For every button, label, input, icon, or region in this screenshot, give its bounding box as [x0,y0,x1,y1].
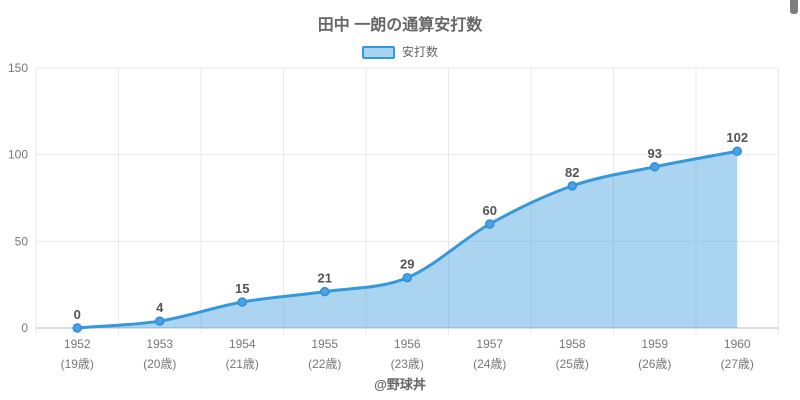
data-point [155,316,165,326]
data-point [650,162,660,172]
svg-text:1953: 1953 [146,337,173,351]
svg-text:0: 0 [21,321,28,335]
svg-text:(23歳): (23歳) [391,357,424,371]
data-labels: 0 4 15 21 29 60 82 93 102 [74,130,748,322]
svg-text:150: 150 [8,61,28,75]
svg-text:(22歳): (22歳) [308,357,341,371]
svg-text:82: 82 [565,165,579,180]
legend-item-hits[interactable]: 安打数 [361,45,438,59]
data-point [732,146,742,156]
data-point [72,323,82,333]
y-axis-labels: 0 50 100 150 [8,61,28,335]
svg-text:(20歳): (20歳) [143,357,176,371]
svg-text:1955: 1955 [311,337,338,351]
data-point [402,272,412,283]
svg-text:(25歳): (25歳) [556,357,589,371]
svg-text:102: 102 [726,130,748,145]
svg-text:1958: 1958 [559,337,586,351]
x-gridlines [35,68,779,334]
svg-text:93: 93 [648,146,662,161]
svg-text:60: 60 [483,203,497,218]
svg-text:1959: 1959 [641,337,668,351]
svg-text:1952: 1952 [64,337,91,351]
svg-text:29: 29 [400,257,414,272]
svg-text:50: 50 [15,234,29,248]
svg-text:15: 15 [235,281,249,296]
data-points[interactable] [72,146,742,333]
svg-text:1960: 1960 [724,337,751,351]
data-point [567,181,577,191]
svg-text:(26歳): (26歳) [638,357,671,371]
legend: 安打数 [0,46,800,59]
legend-swatch [361,46,395,59]
svg-text:(27歳): (27歳) [721,357,754,371]
y-gridlines [36,67,779,329]
watermark: @野球丼 [374,377,426,392]
svg-text:100: 100 [8,148,28,162]
svg-text:1957: 1957 [476,337,503,351]
svg-text:4: 4 [156,300,164,315]
svg-text:(21歳): (21歳) [226,357,259,371]
data-point [320,286,330,297]
svg-text:(24歳): (24歳) [473,357,506,371]
scrollbar-thumb[interactable] [790,0,798,14]
series-area [77,151,738,328]
svg-text:1954: 1954 [229,337,256,351]
chart-title: 田中 一朗の通算安打数 [317,17,483,34]
data-point [237,297,247,307]
svg-text:0: 0 [74,307,81,322]
x-axis-labels: 1952 (19歳) 1953 (20歳) 1954 (21歳) 1955 (22歳) 1956… [61,337,754,371]
data-point [485,219,495,229]
svg-text:1956: 1956 [394,337,421,351]
svg-text:(19歳): (19歳) [61,357,94,371]
legend-label: 安打数 [401,45,438,59]
svg-text:21: 21 [318,271,332,286]
